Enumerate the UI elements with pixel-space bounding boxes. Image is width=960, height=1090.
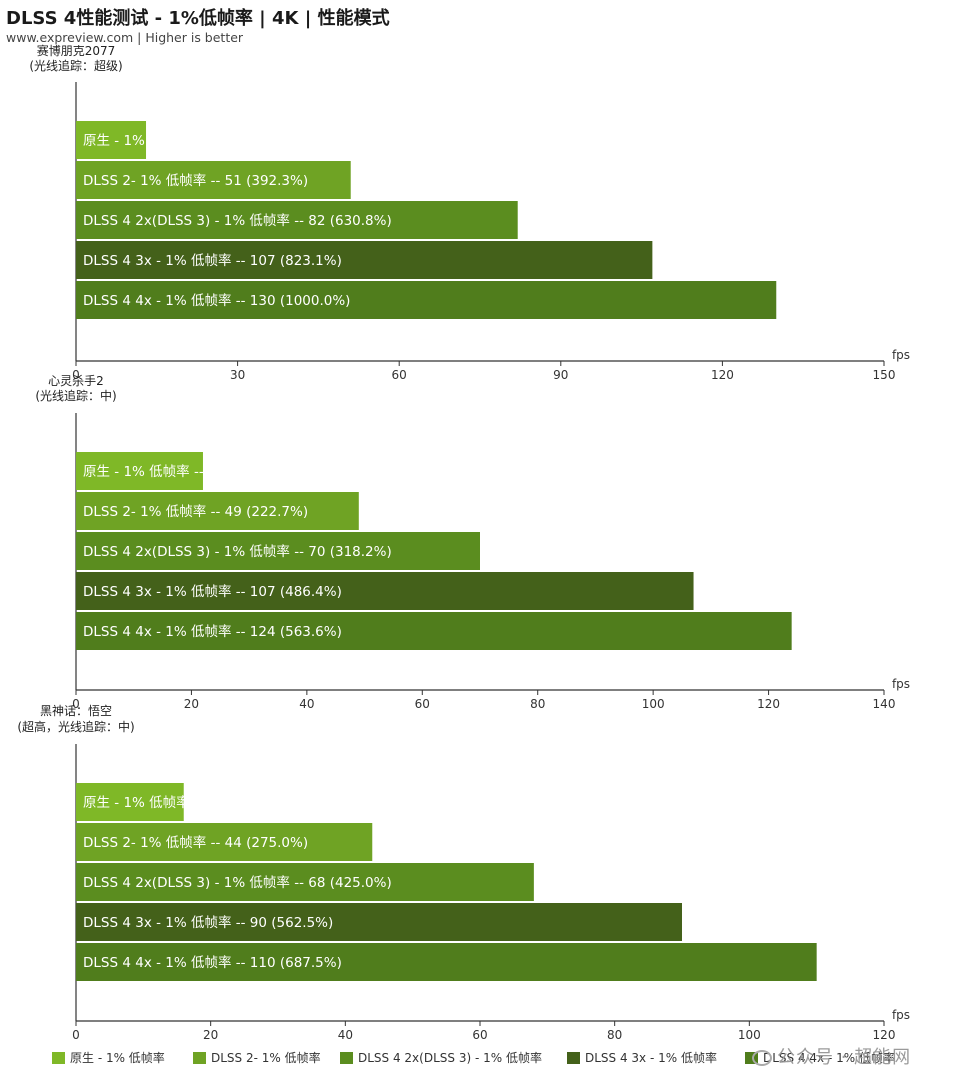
x-tick-label: 80 [607, 1028, 622, 1042]
bar-label: 原生 - 1% 低帧率 -- 13 (100.0%) [83, 132, 291, 149]
bar-label: DLSS 4 4x - 1% 低帧率 -- 130 (1000.0%) [83, 292, 350, 309]
bar-label: DLSS 4 3x - 1% 低帧率 -- 107 (823.1%) [83, 252, 342, 269]
x-tick-label: 140 [873, 697, 896, 711]
watermark: 公众号 · 超能网 [752, 1043, 911, 1069]
x-tick-label: 20 [184, 697, 199, 711]
x-axis-unit: fps [892, 1008, 910, 1022]
x-tick-label: 150 [873, 368, 896, 382]
x-tick-label: 60 [415, 697, 430, 711]
bar-label: DLSS 4 2x(DLSS 3) - 1% 低帧率 -- 82 (630.8%… [83, 212, 392, 229]
bar [76, 161, 351, 199]
legend-item: DLSS 4 2x(DLSS 3) - 1% 低帧率 [340, 1049, 542, 1066]
bar [76, 903, 682, 941]
legend-swatch [52, 1051, 65, 1064]
x-tick-label: 100 [642, 697, 665, 711]
chart-game-setting: (光线追踪：超级) [29, 58, 122, 73]
bar [76, 532, 480, 570]
bar-label: 原生 - 1% 低帧率 -- 22 (100.0%) [83, 463, 291, 480]
x-tick-label: 30 [230, 368, 245, 382]
chart-title: DLSS 4性能测试 - 1%低帧率 | 4K | 性能模式 [6, 8, 390, 29]
bar [76, 281, 777, 319]
x-tick-label: 0 [72, 697, 80, 711]
bar [76, 452, 203, 490]
bar [76, 863, 534, 901]
x-tick-label: 80 [530, 697, 545, 711]
legend-label: DLSS 4 3x - 1% 低帧率 [585, 1051, 717, 1065]
legend-swatch [567, 1051, 580, 1064]
legend: 原生 - 1% 低帧率 DLSS 2- 1% 低帧率 DLSS 4 2x(DLSS … [52, 1049, 952, 1067]
x-tick-label: 0 [72, 1028, 80, 1042]
x-tick-label: 40 [299, 697, 314, 711]
bar-label: DLSS 4 4x - 1% 低帧率 -- 110 (687.5%) [83, 954, 342, 971]
chart-game-title: 心灵杀手2 [48, 373, 104, 388]
bar [76, 492, 359, 530]
x-tick-label: 0 [72, 368, 80, 382]
bar-label: DLSS 2- 1% 低帧率 -- 51 (392.3%) [83, 172, 308, 189]
legend-swatch [193, 1051, 206, 1064]
bar-label: DLSS 2- 1% 低帧率 -- 49 (222.7%) [83, 503, 308, 520]
bar [76, 823, 373, 861]
legend-item: 原生 - 1% 低帧率 [52, 1049, 165, 1066]
watermark-text: 公众号 · 超能网 [777, 1047, 912, 1068]
bar [76, 201, 518, 239]
x-tick-label: 120 [757, 697, 780, 711]
chart-subtitle: www.expreview.com | Higher is better [6, 30, 244, 45]
bar [76, 241, 653, 279]
bar-label: DLSS 4 4x - 1% 低帧率 -- 124 (563.6%) [83, 623, 342, 640]
bar-label: DLSS 2- 1% 低帧率 -- 44 (275.0%) [83, 834, 308, 851]
legend-label: DLSS 2- 1% 低帧率 [211, 1051, 321, 1065]
x-tick-label: 120 [711, 368, 734, 382]
bar [76, 121, 147, 159]
x-tick-label: 60 [472, 1028, 487, 1042]
legend-label: DLSS 4 4x - 1% 低帧率 [763, 1051, 895, 1065]
x-tick-label: 40 [338, 1028, 353, 1042]
legend-swatch [340, 1051, 353, 1064]
bar-label: DLSS 4 2x(DLSS 3) - 1% 低帧率 -- 68 (425.0%… [83, 874, 392, 891]
legend-item: DLSS 2- 1% 低帧率 [193, 1049, 321, 1066]
x-tick-label: 90 [553, 368, 568, 382]
legend-label: 原生 - 1% 低帧率 [70, 1051, 165, 1065]
bar [76, 612, 792, 650]
bar [76, 783, 184, 821]
bar-label: DLSS 4 3x - 1% 低帧率 -- 90 (562.5%) [83, 914, 333, 931]
bar-label: 原生 - 1% 低帧率 -- 16 (100.0%) [83, 794, 291, 811]
x-axis-unit: fps [892, 677, 910, 691]
chart-game-setting: (超高，光线追踪：中) [17, 719, 134, 734]
x-tick-label: 20 [203, 1028, 218, 1042]
x-axis-unit: fps [892, 348, 910, 362]
bar [76, 943, 817, 981]
x-tick-label: 60 [392, 368, 407, 382]
chart-game-title: 黑神话：悟空 [40, 703, 112, 718]
bar-label: DLSS 4 2x(DLSS 3) - 1% 低帧率 -- 70 (318.2%… [83, 543, 392, 560]
x-tick-label: 100 [738, 1028, 761, 1042]
legend-label: DLSS 4 2x(DLSS 3) - 1% 低帧率 [358, 1051, 542, 1065]
bar-label: DLSS 4 3x - 1% 低帧率 -- 107 (486.4%) [83, 583, 342, 600]
wechat-icon [752, 1050, 772, 1066]
chart-game-title: 赛博朋克2077 [37, 43, 116, 58]
bar [76, 572, 694, 610]
x-tick-label: 120 [873, 1028, 896, 1042]
legend-item: DLSS 4 3x - 1% 低帧率 [567, 1049, 717, 1066]
chart-game-setting: (光线追踪：中) [35, 388, 116, 403]
